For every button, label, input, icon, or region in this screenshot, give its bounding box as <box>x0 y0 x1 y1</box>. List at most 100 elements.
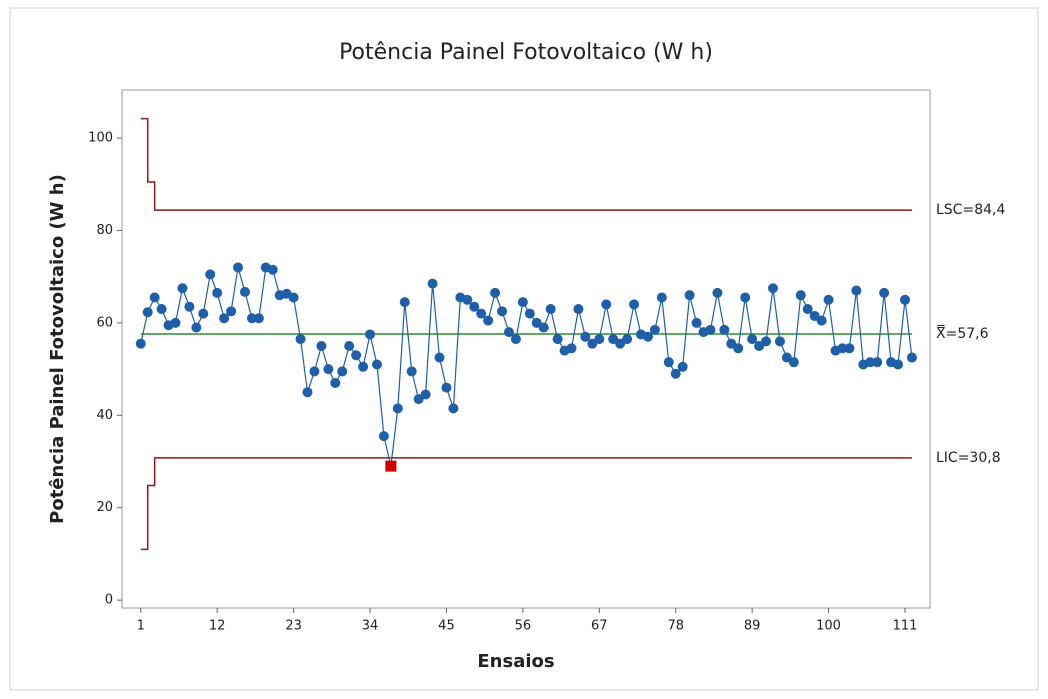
point <box>378 431 389 442</box>
lcl-line <box>140 457 912 551</box>
point <box>879 287 890 298</box>
point <box>420 389 431 400</box>
point <box>406 366 417 377</box>
point <box>872 357 883 368</box>
point <box>351 350 362 361</box>
frame <box>9 7 1039 691</box>
point <box>712 287 723 298</box>
point <box>288 292 299 303</box>
point <box>629 299 640 310</box>
y-tick-label: 0 <box>105 593 113 608</box>
ucl-label: LSC=84,4 <box>936 202 1005 218</box>
point <box>705 324 716 335</box>
x-tick-label: 45 <box>438 619 455 634</box>
plot-area <box>121 89 931 609</box>
point <box>344 340 355 351</box>
y-tick-label: 80 <box>96 223 113 238</box>
point <box>622 334 633 345</box>
point <box>497 306 508 317</box>
x-tick-label: 111 <box>893 619 918 634</box>
point <box>434 352 445 363</box>
point <box>573 304 584 315</box>
point <box>649 324 660 335</box>
point <box>510 334 521 345</box>
point <box>469 301 480 312</box>
point <box>767 283 778 294</box>
point <box>552 334 563 345</box>
point <box>906 352 917 363</box>
point <box>740 292 751 303</box>
point <box>865 357 876 368</box>
point <box>191 322 202 333</box>
point <box>851 285 862 296</box>
x-tick-label: 56 <box>515 619 532 634</box>
point <box>524 308 535 319</box>
chart-title: Potência Painel Fotovoltaico (W h) <box>339 40 713 65</box>
point <box>427 278 438 289</box>
point <box>601 299 612 310</box>
point <box>295 334 306 345</box>
point <box>802 304 813 315</box>
point <box>719 324 730 335</box>
point <box>392 403 403 414</box>
point <box>448 403 459 414</box>
point <box>594 334 605 345</box>
point <box>761 336 772 347</box>
point <box>795 290 806 301</box>
out-point <box>385 460 397 472</box>
point <box>642 331 653 342</box>
point <box>170 317 181 328</box>
point <box>302 387 313 398</box>
point <box>246 313 257 324</box>
point <box>365 329 376 340</box>
point <box>330 377 341 388</box>
point <box>545 304 556 315</box>
point <box>309 366 320 377</box>
point <box>205 269 216 280</box>
point <box>816 315 827 326</box>
point <box>462 294 473 305</box>
point <box>233 262 244 273</box>
point <box>399 297 410 308</box>
point <box>503 327 514 338</box>
point <box>337 366 348 377</box>
point <box>184 301 195 312</box>
point <box>267 264 278 275</box>
point <box>733 343 744 354</box>
x-tick-label: 67 <box>591 619 608 634</box>
center-label: X̿=57,6 <box>936 324 989 342</box>
point <box>490 287 501 298</box>
x-tick-label: 34 <box>362 619 379 634</box>
y-tick-label: 60 <box>96 315 113 330</box>
y-tick-label: 20 <box>96 500 113 515</box>
point <box>316 340 327 351</box>
point <box>566 343 577 354</box>
point <box>441 382 452 393</box>
point <box>677 361 688 372</box>
point <box>844 343 855 354</box>
x-tick-label: 12 <box>209 619 226 634</box>
point <box>149 292 160 303</box>
y-tick-label: 100 <box>88 131 113 146</box>
point <box>177 283 188 294</box>
point <box>476 308 487 319</box>
x-tick-label: 89 <box>744 619 761 634</box>
point <box>656 292 667 303</box>
point <box>899 294 910 305</box>
ucl-line <box>140 117 912 211</box>
point <box>253 313 264 324</box>
point <box>142 307 153 318</box>
point <box>371 359 382 370</box>
x-tick-label: 100 <box>816 619 841 634</box>
y-axis-title: Potência Painel Fotovoltaico (W h) <box>47 174 68 524</box>
lcl-label: LIC=30,8 <box>936 450 1001 466</box>
point <box>135 338 146 349</box>
x-tick-label: 1 <box>137 619 145 634</box>
point <box>156 304 167 315</box>
x-axis-title: Ensaios <box>477 651 554 672</box>
point <box>198 308 209 319</box>
point <box>226 306 237 317</box>
point <box>212 287 223 298</box>
point <box>239 286 250 297</box>
